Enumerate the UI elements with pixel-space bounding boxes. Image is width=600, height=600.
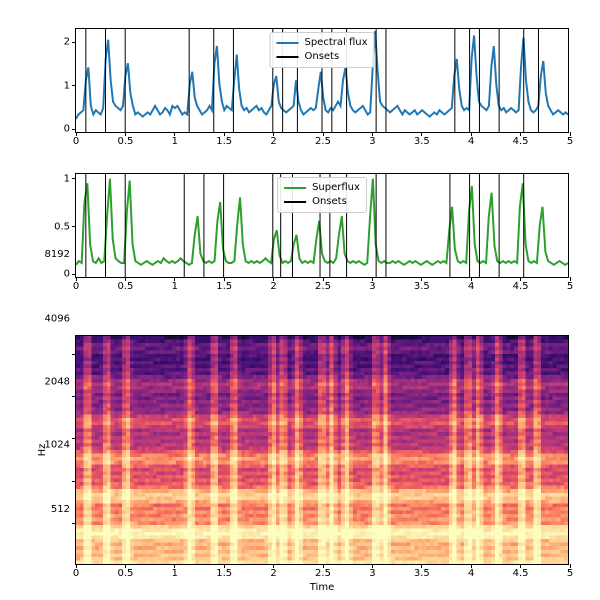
xtick-label: 4.5 (513, 136, 529, 147)
xtick-label: 2 (270, 568, 276, 579)
xlabel-time: Time (310, 582, 334, 593)
xtick-label: 3.5 (414, 136, 430, 147)
legend-entry: Superflux (284, 181, 360, 195)
ytick-label: 0 (64, 124, 70, 135)
legend-superflux: SuperfluxOnsets (277, 177, 367, 213)
xtick-label: 2.5 (315, 568, 331, 579)
legend-label: Spectral flux (304, 36, 367, 50)
xtick-label: 5 (567, 281, 573, 292)
axes-spectrogram: Hz Time 00.511.522.533.544.5551210242048… (75, 335, 569, 565)
legend-label: Onsets (304, 50, 339, 64)
legend-swatch (276, 56, 298, 58)
xtick-label: 0.5 (117, 568, 133, 579)
xtick-label: 2 (270, 281, 276, 292)
figure: Spectral fluxOnsets 00.511.522.533.544.5… (0, 0, 600, 600)
xtick-label: 4 (468, 136, 474, 147)
ytick-label: 8192 (45, 249, 70, 459)
xtick-label: 1 (172, 568, 178, 579)
legend-label: Superflux (312, 181, 360, 195)
xtick-label: 1.5 (216, 136, 232, 147)
xtick-label: 5 (567, 136, 573, 147)
axes-spectral-flux: Spectral fluxOnsets 00.511.522.533.544.5… (75, 28, 569, 133)
ytick-label: 1 (64, 173, 70, 184)
xtick-label: 4 (468, 281, 474, 292)
xtick-label: 5 (567, 568, 573, 579)
xtick-label: 0 (73, 568, 79, 579)
xtick-label: 3 (369, 136, 375, 147)
xtick-label: 3.5 (414, 568, 430, 579)
xtick-label: 0 (73, 136, 79, 147)
axes-superflux: SuperfluxOnsets 00.511.522.533.544.5500.… (75, 173, 569, 278)
legend-swatch (276, 42, 298, 44)
ytick-label: 1 (64, 80, 70, 91)
ytick-label: 0.5 (54, 221, 70, 232)
xtick-label: 4.5 (513, 568, 529, 579)
legend-swatch (284, 201, 306, 203)
legend-entry: Spectral flux (276, 36, 367, 50)
xtick-label: 1.5 (216, 568, 232, 579)
xtick-label: 2.5 (315, 281, 331, 292)
legend-entry: Onsets (276, 50, 367, 64)
legend-entry: Onsets (284, 195, 360, 209)
ytick-label: 2 (64, 37, 70, 48)
xtick-label: 0.5 (117, 136, 133, 147)
xtick-label: 3 (369, 568, 375, 579)
legend-swatch (284, 187, 306, 189)
xtick-label: 1.5 (216, 281, 232, 292)
legend-spectral-flux: Spectral fluxOnsets (269, 32, 374, 68)
xtick-label: 4.5 (513, 281, 529, 292)
legend-label: Onsets (312, 195, 347, 209)
xtick-label: 3 (369, 281, 375, 292)
xtick-label: 2 (270, 136, 276, 147)
xtick-label: 0.5 (117, 281, 133, 292)
xtick-label: 0 (73, 281, 79, 292)
xtick-label: 1 (172, 136, 178, 147)
xtick-label: 2.5 (315, 136, 331, 147)
xtick-label: 1 (172, 281, 178, 292)
xtick-label: 3.5 (414, 281, 430, 292)
xtick-label: 4 (468, 568, 474, 579)
spectrogram-image (76, 336, 568, 564)
